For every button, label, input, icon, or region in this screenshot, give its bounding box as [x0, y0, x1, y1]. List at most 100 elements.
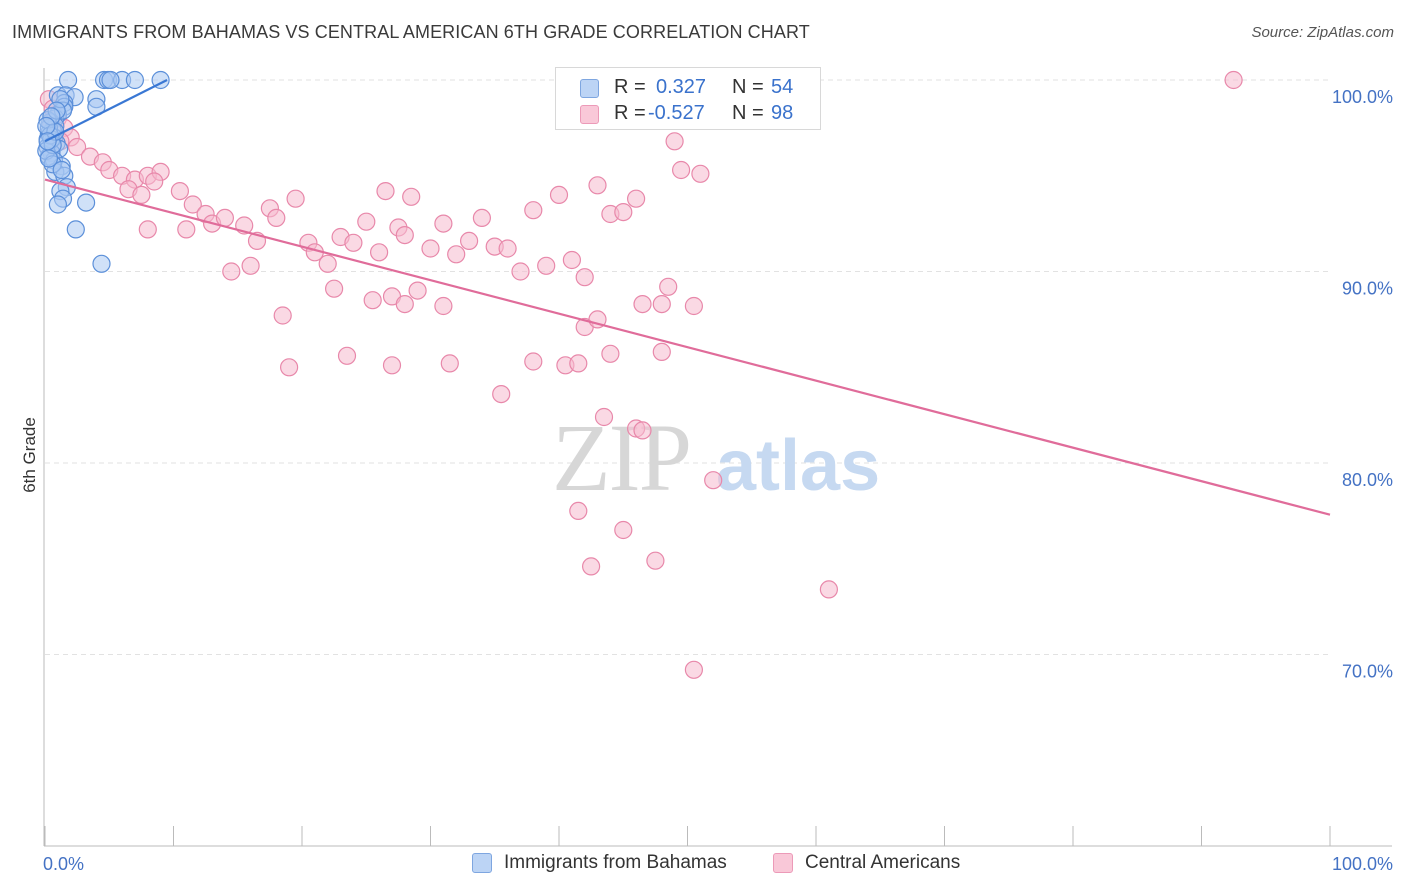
data-point [684, 296, 704, 316]
data-point [395, 226, 414, 245]
correlation-legend: R = 0.327 N = 54 R = -0.527 N = 98 [555, 67, 821, 130]
legend-r-value: -0.527 [648, 102, 705, 124]
data-point [633, 421, 652, 440]
data-point [370, 243, 389, 262]
data-point [652, 342, 671, 361]
bottom-legend-swatch-pink [773, 853, 793, 873]
bottom-legend-swatch-blue [472, 853, 492, 873]
axes [43, 68, 1392, 847]
data-point [626, 189, 646, 208]
data-point [691, 164, 710, 183]
data-point [524, 352, 543, 371]
data-point [132, 185, 151, 204]
legend-swatch-pink [580, 105, 599, 124]
data-point [183, 195, 202, 214]
data-point [601, 344, 620, 363]
data-point [704, 471, 723, 490]
data-point [614, 203, 633, 222]
data-point [344, 233, 363, 252]
data-point [402, 187, 421, 206]
data-point [421, 239, 440, 258]
data-point [819, 580, 839, 599]
y-tick-label: 70.0% [1342, 662, 1393, 682]
data-point [325, 279, 344, 298]
series-central-americans [39, 70, 1243, 679]
data-point [472, 208, 491, 227]
data-point [286, 189, 305, 208]
data-point [37, 116, 56, 136]
trend-lines [44, 79, 1331, 516]
data-point [633, 295, 652, 314]
data-point [39, 149, 59, 168]
data-point [562, 250, 582, 270]
data-point [614, 520, 633, 540]
bottom-legend-label: Immigrants from Bahamas [504, 852, 727, 873]
data-point [537, 256, 556, 275]
legend-row-central-americans: R = -0.527 N = 98 [556, 102, 820, 126]
chart-title: IMMIGRANTS FROM BAHAMAS VS CENTRAL AMERI… [12, 22, 810, 42]
data-point [549, 185, 569, 204]
bottom-legend-label: Central Americans [805, 852, 961, 873]
data-point [267, 208, 286, 227]
data-point [646, 551, 665, 570]
data-point [575, 268, 594, 287]
data-point [588, 176, 607, 195]
data-point [318, 254, 337, 273]
data-point [170, 182, 189, 201]
data-point [665, 132, 684, 151]
data-point [101, 70, 120, 90]
trend-line-bahamas [44, 79, 168, 143]
data-point [440, 354, 459, 373]
data-point [652, 295, 671, 314]
trend-line-central-americans [44, 178, 1331, 516]
data-point [511, 262, 530, 281]
legend-n-value: 98 [771, 102, 794, 124]
legend-r-label: R = [614, 76, 646, 98]
y-tick-label: 90.0% [1342, 279, 1393, 299]
data-point [376, 182, 395, 201]
data-point [337, 346, 357, 365]
series-immigrants-from-bahamas [37, 70, 170, 273]
legend-n-label: N = [732, 76, 764, 98]
data-point [594, 407, 614, 427]
data-point [273, 306, 292, 325]
data-point [671, 160, 691, 180]
data-point [363, 291, 382, 310]
y-tick-label: 100.0% [1332, 87, 1393, 107]
data-point [382, 356, 402, 375]
data-point [138, 220, 157, 239]
legend-n-label: N = [732, 102, 764, 124]
chart-source: Source: ZipAtlas.com [1251, 24, 1394, 41]
legend-swatch-blue [580, 79, 599, 98]
data-point [357, 212, 376, 231]
data-point [684, 660, 704, 679]
watermark-atlas: atlas [716, 426, 880, 506]
legend-r-label: R = [614, 102, 646, 124]
data-point [434, 296, 453, 316]
tick-labels: 70.0% 80.0% 90.0% 100.0% 0.0% 100.0% [43, 87, 1393, 874]
data-point [241, 256, 260, 275]
data-point [434, 214, 453, 233]
watermark: ZIP atlas [552, 404, 880, 511]
watermark-zip: ZIP [552, 404, 690, 511]
data-point [460, 231, 479, 250]
data-point [569, 354, 588, 373]
data-point [492, 385, 511, 404]
data-point [498, 239, 517, 258]
data-point [58, 70, 78, 90]
legend-n-value: 54 [771, 76, 794, 98]
data-point [38, 132, 57, 151]
data-point [408, 281, 427, 300]
data-point [125, 70, 144, 90]
data-point [524, 201, 543, 220]
data-point [177, 220, 196, 239]
data-point [48, 195, 68, 214]
x-tick-label: 100.0% [1332, 854, 1393, 874]
data-point [1224, 70, 1243, 90]
data-point [67, 137, 87, 157]
data-point [395, 295, 414, 314]
data-point [280, 358, 299, 377]
data-point [92, 254, 111, 273]
data-point [581, 557, 601, 576]
